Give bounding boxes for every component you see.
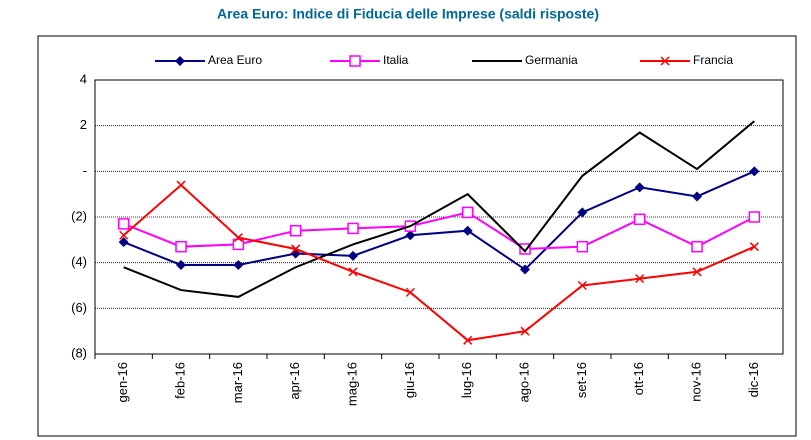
chart-title: Area Euro: Indice di Fiducia delle Impre… xyxy=(217,6,599,22)
marker xyxy=(461,206,474,219)
x-tick-label: ott-16 xyxy=(631,362,646,395)
marker xyxy=(748,211,761,223)
y-tick-label: (6) xyxy=(71,300,87,315)
x-tick-label: apr-16 xyxy=(287,362,302,400)
x-tick-label: set-16 xyxy=(574,362,589,398)
marker xyxy=(749,166,760,177)
series-line xyxy=(123,170,755,271)
x-tick-label: ago-16 xyxy=(516,362,531,402)
x-tick-label: mag-16 xyxy=(344,362,359,406)
legend-marker xyxy=(660,56,670,66)
marker xyxy=(692,267,702,277)
series-line xyxy=(123,120,755,298)
y-tick-label: (8) xyxy=(71,345,87,360)
marker xyxy=(692,191,702,202)
y-tick-label: 4 xyxy=(80,71,87,86)
marker xyxy=(634,182,645,193)
marker xyxy=(175,240,187,253)
marker xyxy=(176,180,186,190)
marker xyxy=(348,267,358,277)
marker xyxy=(633,213,646,226)
legend-label: Francia xyxy=(693,53,733,67)
marker xyxy=(462,225,473,236)
marker xyxy=(289,224,302,237)
chart-frame xyxy=(37,35,797,437)
x-tick-label: mar-16 xyxy=(230,362,245,403)
marker xyxy=(118,237,129,248)
marker xyxy=(348,250,358,261)
marker xyxy=(405,230,416,241)
marker xyxy=(233,259,244,270)
x-tick-label: giu-16 xyxy=(402,362,417,398)
marker xyxy=(176,259,186,270)
marker xyxy=(576,240,589,253)
y-tick-label: (4) xyxy=(71,254,87,269)
x-tick-label: nov-16 xyxy=(688,362,703,402)
x-tick-label: lug-16 xyxy=(459,362,474,398)
y-tick-label: - xyxy=(83,163,87,178)
legend-label: Germania xyxy=(525,53,578,67)
marker xyxy=(405,287,415,297)
marker xyxy=(635,274,645,284)
marker xyxy=(291,244,301,254)
x-tick-label: feb-16 xyxy=(172,362,187,399)
x-tick-label: dic-16 xyxy=(746,362,761,397)
marker xyxy=(577,280,587,291)
marker xyxy=(519,243,531,255)
marker xyxy=(577,207,588,218)
marker xyxy=(749,242,759,252)
legend-marker xyxy=(175,56,185,66)
series-line xyxy=(123,183,755,342)
marker xyxy=(117,218,130,230)
marker xyxy=(691,240,703,253)
y-tick-label: (2) xyxy=(71,208,87,223)
marker xyxy=(347,222,359,235)
y-tick-label: 2 xyxy=(80,117,87,132)
legend-label: Area Euro xyxy=(208,53,262,67)
marker xyxy=(119,230,129,240)
legend-label: Italia xyxy=(383,53,409,67)
legend-marker xyxy=(349,55,361,67)
x-tick-label: gen-16 xyxy=(115,362,130,402)
marker xyxy=(520,326,530,336)
marker xyxy=(463,335,473,345)
marker xyxy=(233,233,243,243)
marker xyxy=(232,238,245,251)
series-line xyxy=(123,211,755,250)
marker xyxy=(520,264,530,275)
